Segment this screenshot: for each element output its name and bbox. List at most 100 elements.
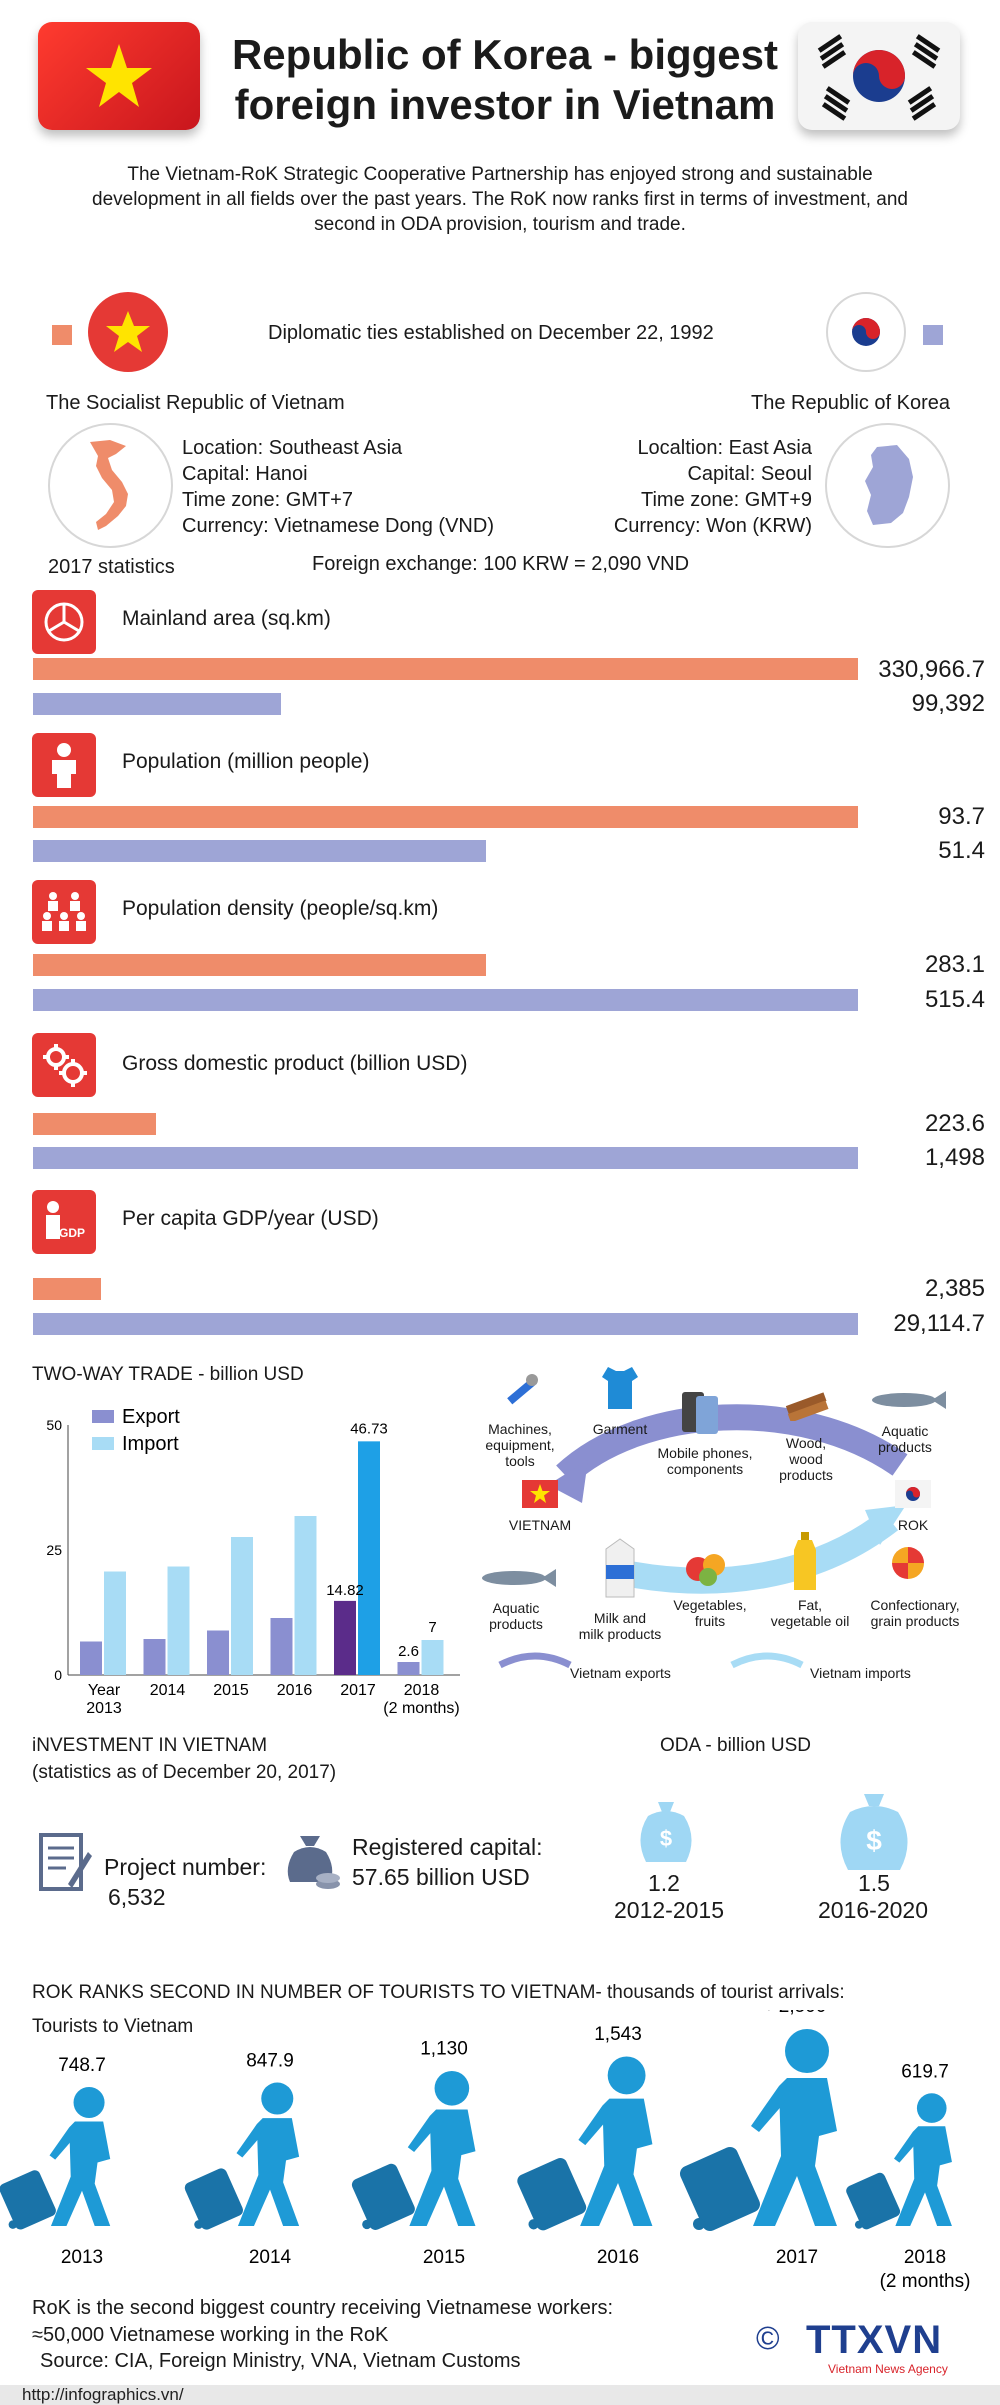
korea-info: Localtion: East Asia Capital: Seoul Time… — [614, 435, 812, 539]
trade-bar-export — [334, 1600, 356, 1675]
bar-korea-gdp — [33, 1147, 858, 1169]
tourist-value-label: 748.7 — [58, 2055, 106, 2076]
foreign-exchange: Foreign exchange: 100 KRW = 2,090 VND — [312, 553, 690, 575]
tourist-figure-icon — [846, 2093, 952, 2230]
trade-x-label: 2016 — [277, 1682, 313, 1699]
korea-name: The Republic of Korea — [750, 392, 950, 414]
fish-icon-export — [868, 1387, 948, 1413]
bar-vietnam-density — [33, 954, 487, 976]
value-korea-density: 515.4 — [924, 986, 985, 1013]
trade-bar-import — [358, 1441, 380, 1675]
legend-vietnam-imports: Vietnam imports — [810, 1665, 911, 1681]
tools-icon — [502, 1371, 542, 1411]
intro-text: The Vietnam-RoK Strategic Cooperative Pa… — [92, 164, 908, 235]
value-vietnam-gdp: 223.6 — [924, 1110, 985, 1137]
phone-icon — [678, 1390, 722, 1436]
project-value: 6,532 — [108, 1884, 166, 1910]
people-group-icon — [32, 880, 96, 944]
vietnam-flag-circle — [88, 292, 168, 372]
tourist-value-label: 1,130 — [420, 2039, 468, 2060]
vietnam-currency: Currency: Vietnamese Dong (VND) — [182, 515, 494, 537]
trade-x-label: Year — [88, 1682, 121, 1699]
tourist-value-label: 1,543 — [594, 2024, 642, 2045]
korea-flag-small — [895, 1480, 931, 1508]
trade-legend-swatch-import — [92, 1437, 114, 1450]
trade-bar-export — [80, 1641, 102, 1675]
gears-icon — [32, 1033, 96, 1097]
trade-bar-import — [421, 1640, 444, 1675]
vietnam-timezone: Time zone: GMT+7 — [182, 489, 353, 511]
gdp-person-icon: GDP — [32, 1190, 96, 1254]
oda-bag-icon-2: $ — [838, 1792, 910, 1872]
milk-icon — [602, 1537, 638, 1599]
stat-label-area: Mainland area (sq.km) — [122, 607, 331, 630]
trade-x-label: 2013 — [86, 1700, 122, 1717]
trade-y-tick: 25 — [46, 1542, 62, 1558]
trade-bar-export — [143, 1639, 166, 1675]
fish-icon-import — [478, 1565, 558, 1591]
label-rok: ROK — [897, 1517, 929, 1533]
tourist-year-label: 2017 — [776, 2247, 818, 2268]
oil-bottle-icon — [792, 1530, 818, 1592]
tourist-value-label: >2,500 — [768, 2010, 827, 2017]
trade-bar-export — [397, 1662, 420, 1675]
korea-map-circle — [825, 423, 950, 548]
trade-products-diagram: Machines, equipment, tools Garment Mobil… — [470, 1365, 990, 1690]
tourist-year-label: 2016 — [597, 2247, 639, 2268]
trade-x-label: 2017 — [340, 1682, 376, 1699]
logo-subtext: Vietnam News Agency — [828, 2362, 948, 2376]
person-icon — [32, 733, 96, 797]
product-aquatic-import: Aquatic products — [489, 1600, 543, 1632]
tourist-figure-icon — [351, 2070, 476, 2230]
bar-korea-per-capita — [33, 1313, 858, 1335]
footer-bar: http://infographics.vn/ — [0, 2385, 1000, 2405]
bar-vietnam-per-capita — [33, 1278, 101, 1300]
value-korea-population: 51.4 — [938, 837, 985, 864]
ttxvn-logo: © TTXVN Vietnam News Agency — [756, 2318, 986, 2378]
bar-vietnam-gdp — [33, 1113, 157, 1135]
korea-currency: Currency: Won (KRW) — [613, 515, 812, 537]
legend-vietnam-exports: Vietnam exports — [570, 1665, 671, 1681]
vietnam-name: The Socialist Republic of Vietnam — [46, 392, 345, 414]
value-vietnam-per-capita: 2,385 — [924, 1275, 985, 1302]
value-vietnam-area: 330,966.7 — [878, 656, 985, 683]
trade-chart-title: TWO-WAY TRADE - billion USD — [32, 1364, 304, 1385]
wood-icon — [782, 1385, 832, 1423]
tourist-year-label: 2018 — [904, 2247, 946, 2268]
product-aquatic-export: Aquatic products — [878, 1423, 932, 1455]
value-vietnam-density: 283.1 — [924, 951, 985, 978]
label-vietnam: VIETNAM — [508, 1517, 572, 1533]
bar-vietnam-population — [33, 806, 858, 828]
tourist-figure-icon — [184, 2082, 300, 2230]
page-title: Republic of Korea - biggest foreign inve… — [231, 31, 779, 128]
tourist-year-label: 2015 — [423, 2247, 465, 2268]
svg-text:$: $ — [660, 1826, 672, 1851]
tourist-value-label: 847.9 — [246, 2050, 294, 2071]
oda-title: ODA - billion USD — [660, 1735, 811, 1756]
workers-line1: RoK is the second biggest country receiv… — [32, 2297, 614, 2319]
vietnam-capital: Capital: Hanoi — [182, 463, 308, 485]
product-wood: Wood, wood products — [779, 1435, 833, 1483]
tourist-figure-icon — [680, 2029, 837, 2232]
investment-title: iNVESTMENT IN VIETNAM — [32, 1735, 268, 1756]
trade-bar-export — [270, 1618, 293, 1675]
project-label: Project number: — [104, 1854, 267, 1880]
trade-data-label: 46.73 — [350, 1420, 388, 1437]
product-vegetables: Vegetables, fruits — [673, 1597, 747, 1629]
korea-color-square — [923, 325, 943, 345]
trade-data-label: 7 — [428, 1619, 436, 1636]
oda-value-1: 1.2 — [648, 1870, 680, 1896]
tourist-chart-subtitle: Tourists to Vietnam — [32, 2016, 194, 2037]
money-bag-icon — [282, 1832, 342, 1894]
korea-flag-circle — [826, 292, 906, 372]
product-milk: Milk and milk products — [578, 1610, 662, 1642]
trade-bar-import — [294, 1516, 317, 1675]
vietnam-flag-small — [522, 1480, 558, 1508]
footer-url[interactable]: http://infographics.vn/ — [22, 2385, 184, 2404]
pie-chart-icon — [32, 590, 96, 654]
stat-label-gdp: Gross domestic product (billion USD) — [122, 1052, 468, 1075]
oda-period-2: 2016-2020 — [818, 1897, 928, 1923]
tourist-chart-title: ROK RANKS SECOND IN NUMBER OF TOURISTS T… — [32, 1982, 845, 2003]
trade-x-label: 2015 — [213, 1682, 249, 1699]
